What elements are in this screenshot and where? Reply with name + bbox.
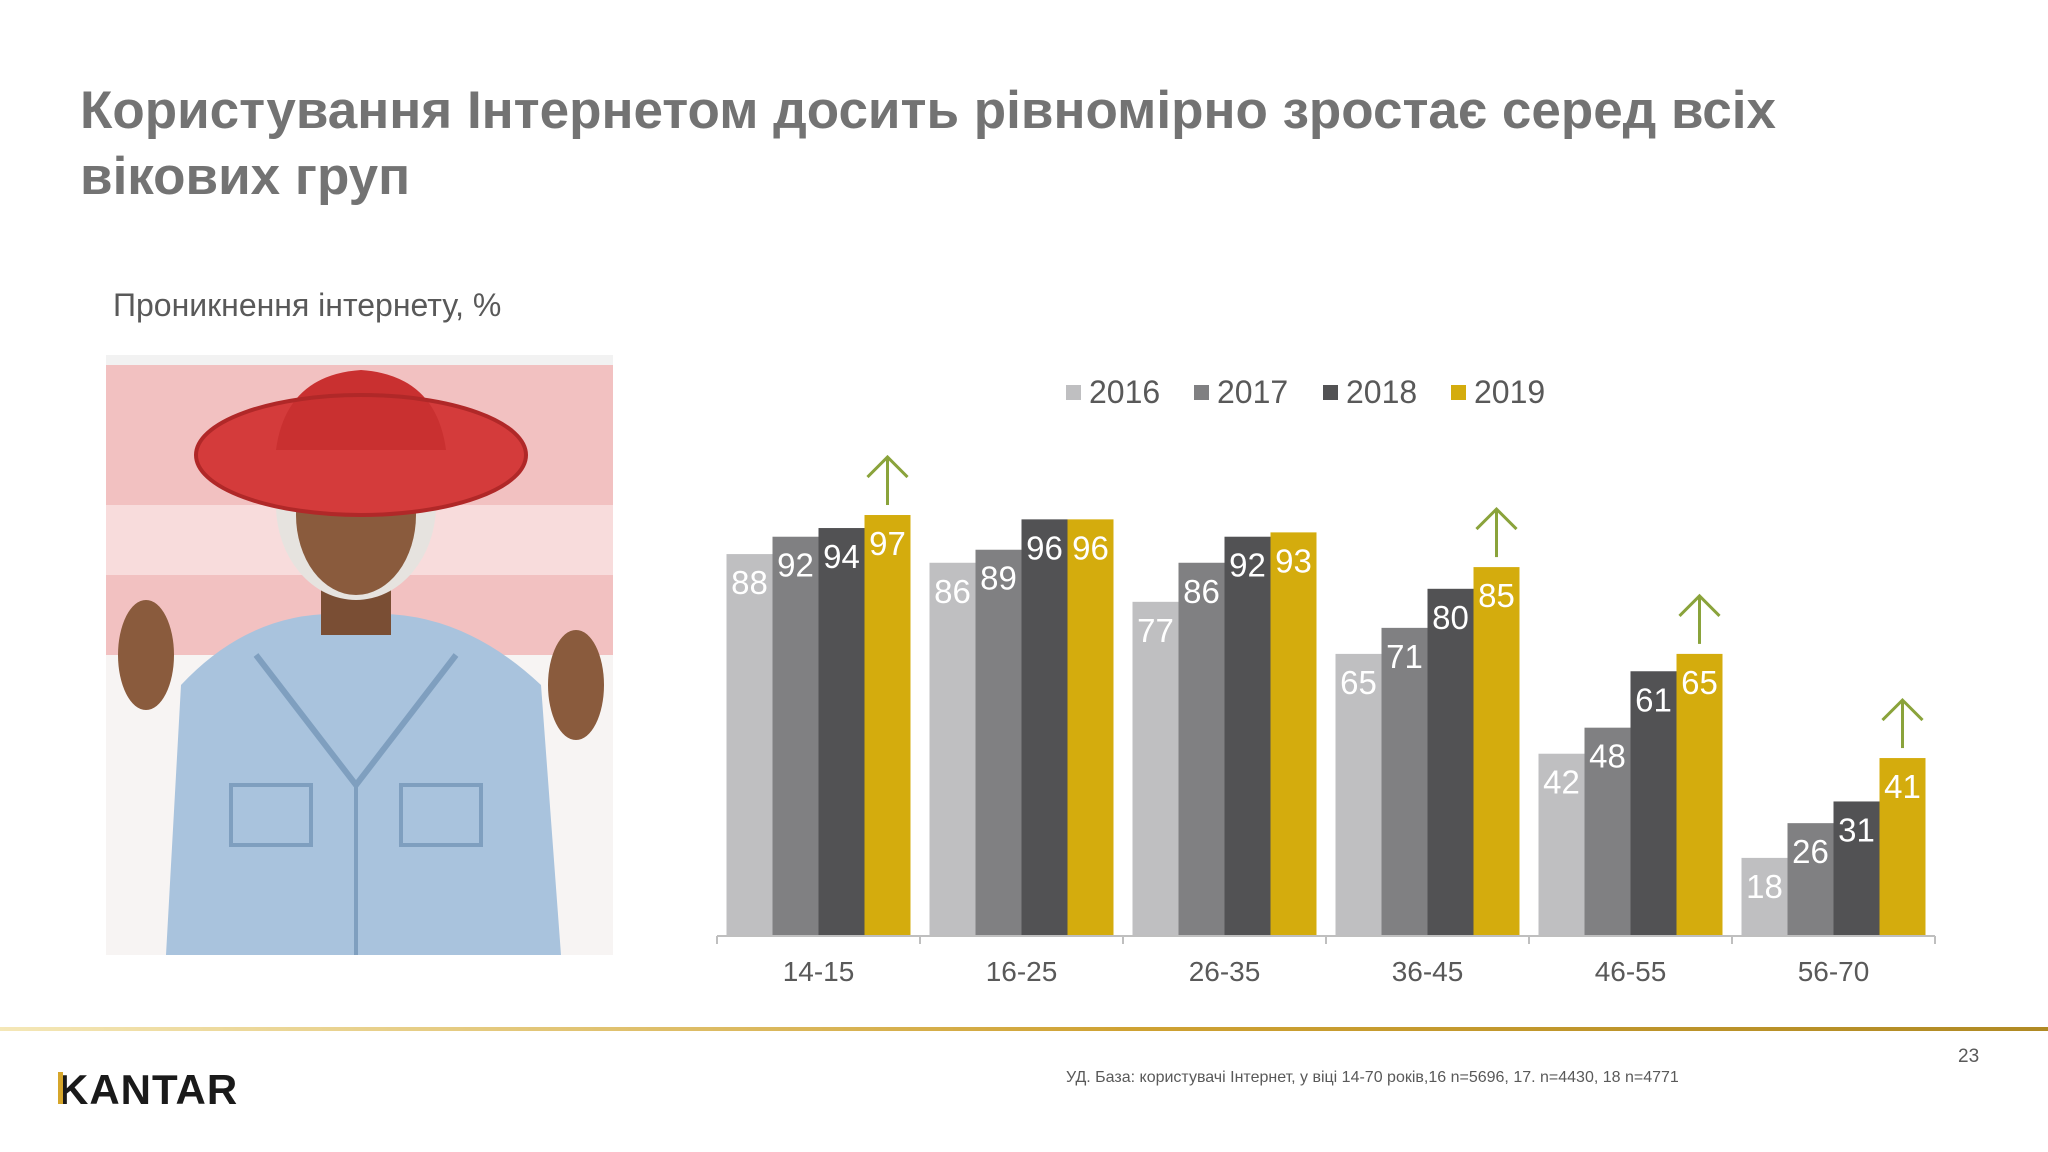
- bar-2017-14-15: [772, 536, 819, 936]
- gold-divider: [0, 1027, 2048, 1031]
- bar-2017-46-55: [1584, 727, 1631, 936]
- bar-2016-16-25: [929, 562, 976, 936]
- data-label-2017-36-45: 71: [1386, 638, 1423, 675]
- footnote: УД. База: користувачі Інтернет, у віці 1…: [1066, 1069, 1679, 1086]
- bar-2019-36-45: [1473, 567, 1520, 936]
- chart-arrows: [866, 454, 1924, 749]
- page-title: Користування Інтернетом досить рівномірн…: [80, 81, 1776, 206]
- data-label-2019-16-25: 96: [1072, 529, 1109, 566]
- x-tick-label-36-45: 36-45: [1392, 956, 1464, 987]
- bar-2018-26-35: [1224, 536, 1271, 936]
- data-label-2016-46-55: 42: [1543, 764, 1580, 801]
- data-label-2016-26-35: 77: [1137, 612, 1174, 649]
- x-tick-label-56-70: 56-70: [1798, 956, 1870, 987]
- data-label-2017-14-15: 92: [777, 547, 814, 584]
- bar-2018-16-25: [1021, 519, 1068, 936]
- data-label-2016-14-15: 88: [731, 564, 768, 601]
- bar-2018-56-70: [1833, 801, 1880, 936]
- data-label-2018-36-45: 80: [1432, 599, 1469, 636]
- legend-label-2016: 2016: [1089, 374, 1160, 410]
- legend-label-2018: 2018: [1346, 374, 1417, 410]
- chart-bars: [726, 515, 1926, 936]
- bar-2019-16-25: [1067, 519, 1114, 936]
- x-axis: 14-15 16-25 26-35 36-45 46-55 56-70: [716, 935, 1936, 987]
- bar-2018-36-45: [1427, 588, 1474, 936]
- data-label-2017-16-25: 89: [980, 560, 1017, 597]
- bar-2016-36-45: [1335, 653, 1382, 936]
- bar-2019-26-35: [1270, 532, 1317, 936]
- legend-swatch-2019: [1451, 385, 1466, 400]
- data-label-2016-16-25: 86: [934, 573, 971, 610]
- bar-2016-56-70: [1741, 857, 1788, 936]
- x-tick-label-46-55: 46-55: [1595, 956, 1667, 987]
- bar-2017-36-45: [1381, 627, 1428, 936]
- legend-label-2019: 2019: [1474, 374, 1545, 410]
- data-label-2019-14-15: 97: [869, 525, 906, 562]
- legend-swatch-2016: [1066, 385, 1081, 400]
- data-label-2018-26-35: 92: [1229, 547, 1266, 584]
- bar-2018-14-15: [818, 528, 865, 936]
- up-arrow-icon: [866, 454, 909, 506]
- data-label-2016-36-45: 65: [1340, 664, 1377, 701]
- up-arrow-icon: [1881, 697, 1924, 749]
- bar-2019-14-15: [864, 515, 911, 936]
- data-label-2018-46-55: 61: [1635, 681, 1672, 718]
- bar-2017-26-35: [1178, 562, 1225, 936]
- data-label-2017-56-70: 26: [1792, 833, 1829, 870]
- chart-legend: 2016 2017 2018 2019: [1066, 374, 1545, 410]
- data-label-2018-56-70: 31: [1838, 811, 1875, 848]
- page-number: 23: [1958, 1046, 1980, 1067]
- data-label-2017-46-55: 48: [1589, 738, 1626, 775]
- data-label-2019-56-70: 41: [1884, 768, 1921, 805]
- x-tick-label-14-15: 14-15: [783, 956, 855, 987]
- legend-swatch-2017: [1194, 385, 1209, 400]
- bar-2017-56-70: [1787, 823, 1834, 936]
- bar-2016-26-35: [1132, 601, 1179, 936]
- data-label-2019-26-35: 93: [1275, 542, 1312, 579]
- data-label-2019-36-45: 85: [1478, 577, 1515, 614]
- bar-2016-14-15: [726, 554, 773, 936]
- up-arrow-icon: [1475, 506, 1518, 558]
- data-label-2019-46-55: 65: [1681, 664, 1718, 701]
- x-tick-label-26-35: 26-35: [1189, 956, 1261, 987]
- data-label-2017-26-35: 86: [1183, 573, 1220, 610]
- bar-2016-46-55: [1538, 753, 1585, 936]
- chart-subtitle: Проникнення інтернету, %: [113, 287, 502, 323]
- legend-swatch-2018: [1323, 385, 1338, 400]
- data-label-2018-14-15: 94: [823, 538, 860, 575]
- data-label-2018-16-25: 96: [1026, 529, 1063, 566]
- legend-label-2017: 2017: [1217, 374, 1288, 410]
- bar-2017-16-25: [975, 549, 1022, 936]
- kantar-logo: KANTAR: [58, 1066, 239, 1113]
- bar-2019-46-55: [1676, 653, 1723, 936]
- x-tick-label-16-25: 16-25: [986, 956, 1058, 987]
- woman-photo: [106, 355, 613, 955]
- bar-2019-56-70: [1879, 758, 1926, 936]
- up-arrow-icon: [1678, 593, 1721, 644]
- bar-2018-46-55: [1630, 671, 1677, 936]
- data-label-2016-56-70: 18: [1746, 868, 1783, 905]
